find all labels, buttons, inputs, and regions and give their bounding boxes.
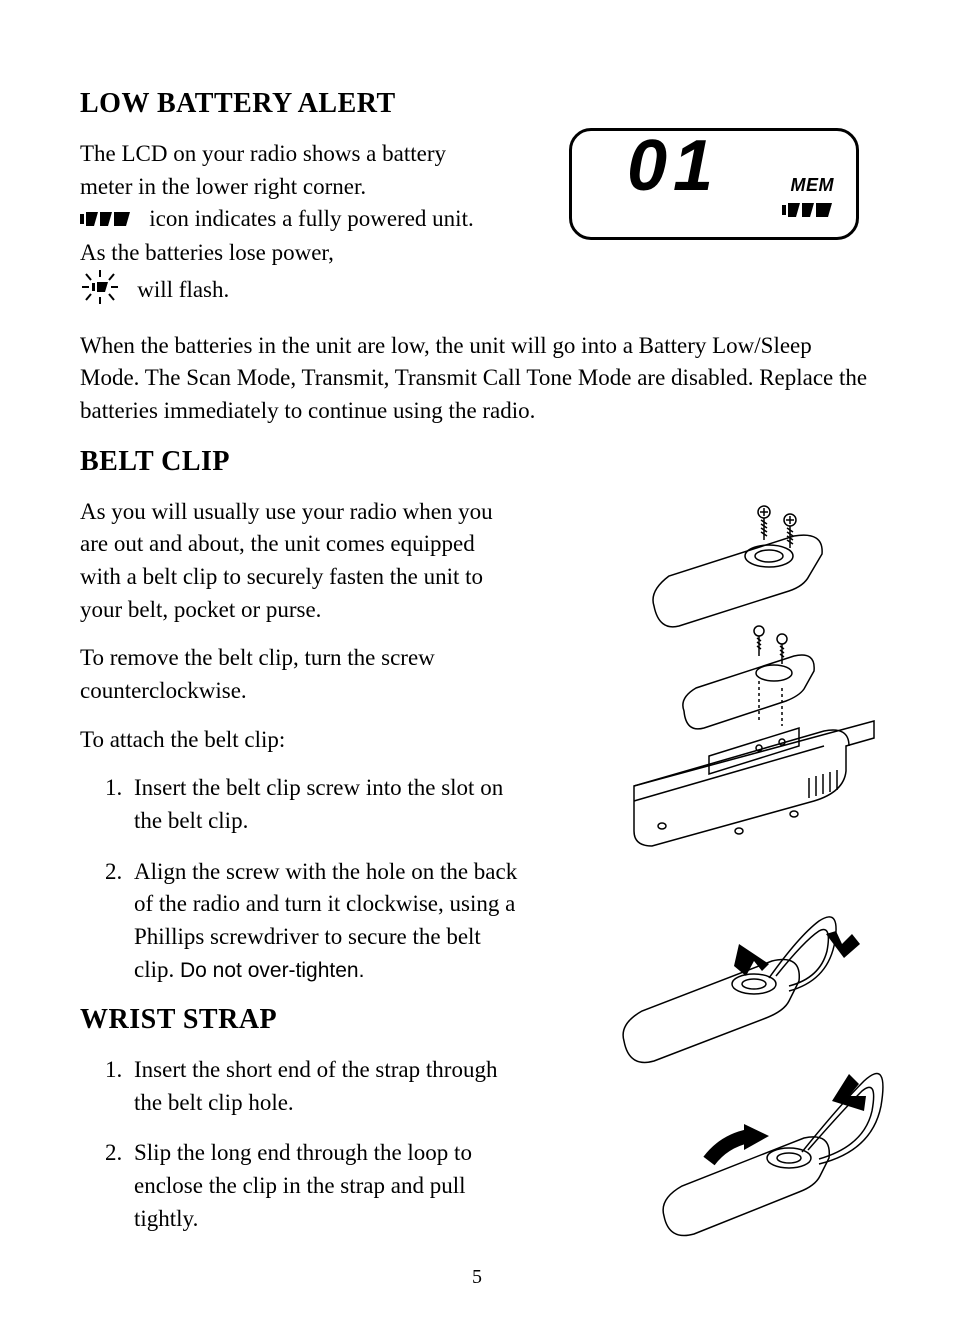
belt-clip-note: Do not over-tighten.	[180, 959, 364, 982]
battery-low-flash-icon	[80, 270, 120, 314]
lcd-mem-label: MEM	[791, 175, 835, 196]
heading-low-battery: LOW BATTERY ALERT	[80, 88, 874, 120]
lcd-battery-icon	[782, 201, 834, 224]
belt-clip-para-3: To attach the belt clip:	[80, 724, 520, 757]
lcd-digits: 01	[627, 125, 719, 207]
page-number: 5	[472, 1266, 482, 1289]
list-item: Insert the short end of the strap throug…	[128, 1054, 520, 1119]
low-battery-para-1: The LCD on your radio shows a battery me…	[80, 138, 490, 314]
list-item: Align the screw with the hole on the bac…	[128, 856, 520, 987]
text-span: icon indicates a fully powered unit. As …	[80, 206, 474, 265]
text-span: The LCD on your radio shows a battery me…	[80, 141, 446, 199]
wrist-strap-steps: Insert the short end of the strap throug…	[80, 1054, 520, 1235]
belt-clip-steps: Insert the belt clip screw into the slot…	[80, 772, 520, 986]
list-item: Insert the belt clip screw into the slot…	[128, 772, 520, 837]
low-battery-para-2: When the batteries in the unit are low, …	[80, 330, 874, 428]
list-item: Slip the long end through the loop to en…	[128, 1137, 520, 1235]
belt-clip-diagram	[594, 496, 894, 896]
text-span: will flash.	[137, 277, 229, 302]
battery-full-icon	[80, 205, 132, 238]
lcd-display-illustration: 01 MEM	[569, 128, 859, 240]
wrist-strap-diagram	[594, 906, 894, 1266]
heading-belt-clip: BELT CLIP	[80, 446, 874, 478]
belt-clip-para-2: To remove the belt clip, turn the screw …	[80, 642, 520, 707]
belt-clip-para-1: As you will usually use your radio when …	[80, 496, 520, 627]
